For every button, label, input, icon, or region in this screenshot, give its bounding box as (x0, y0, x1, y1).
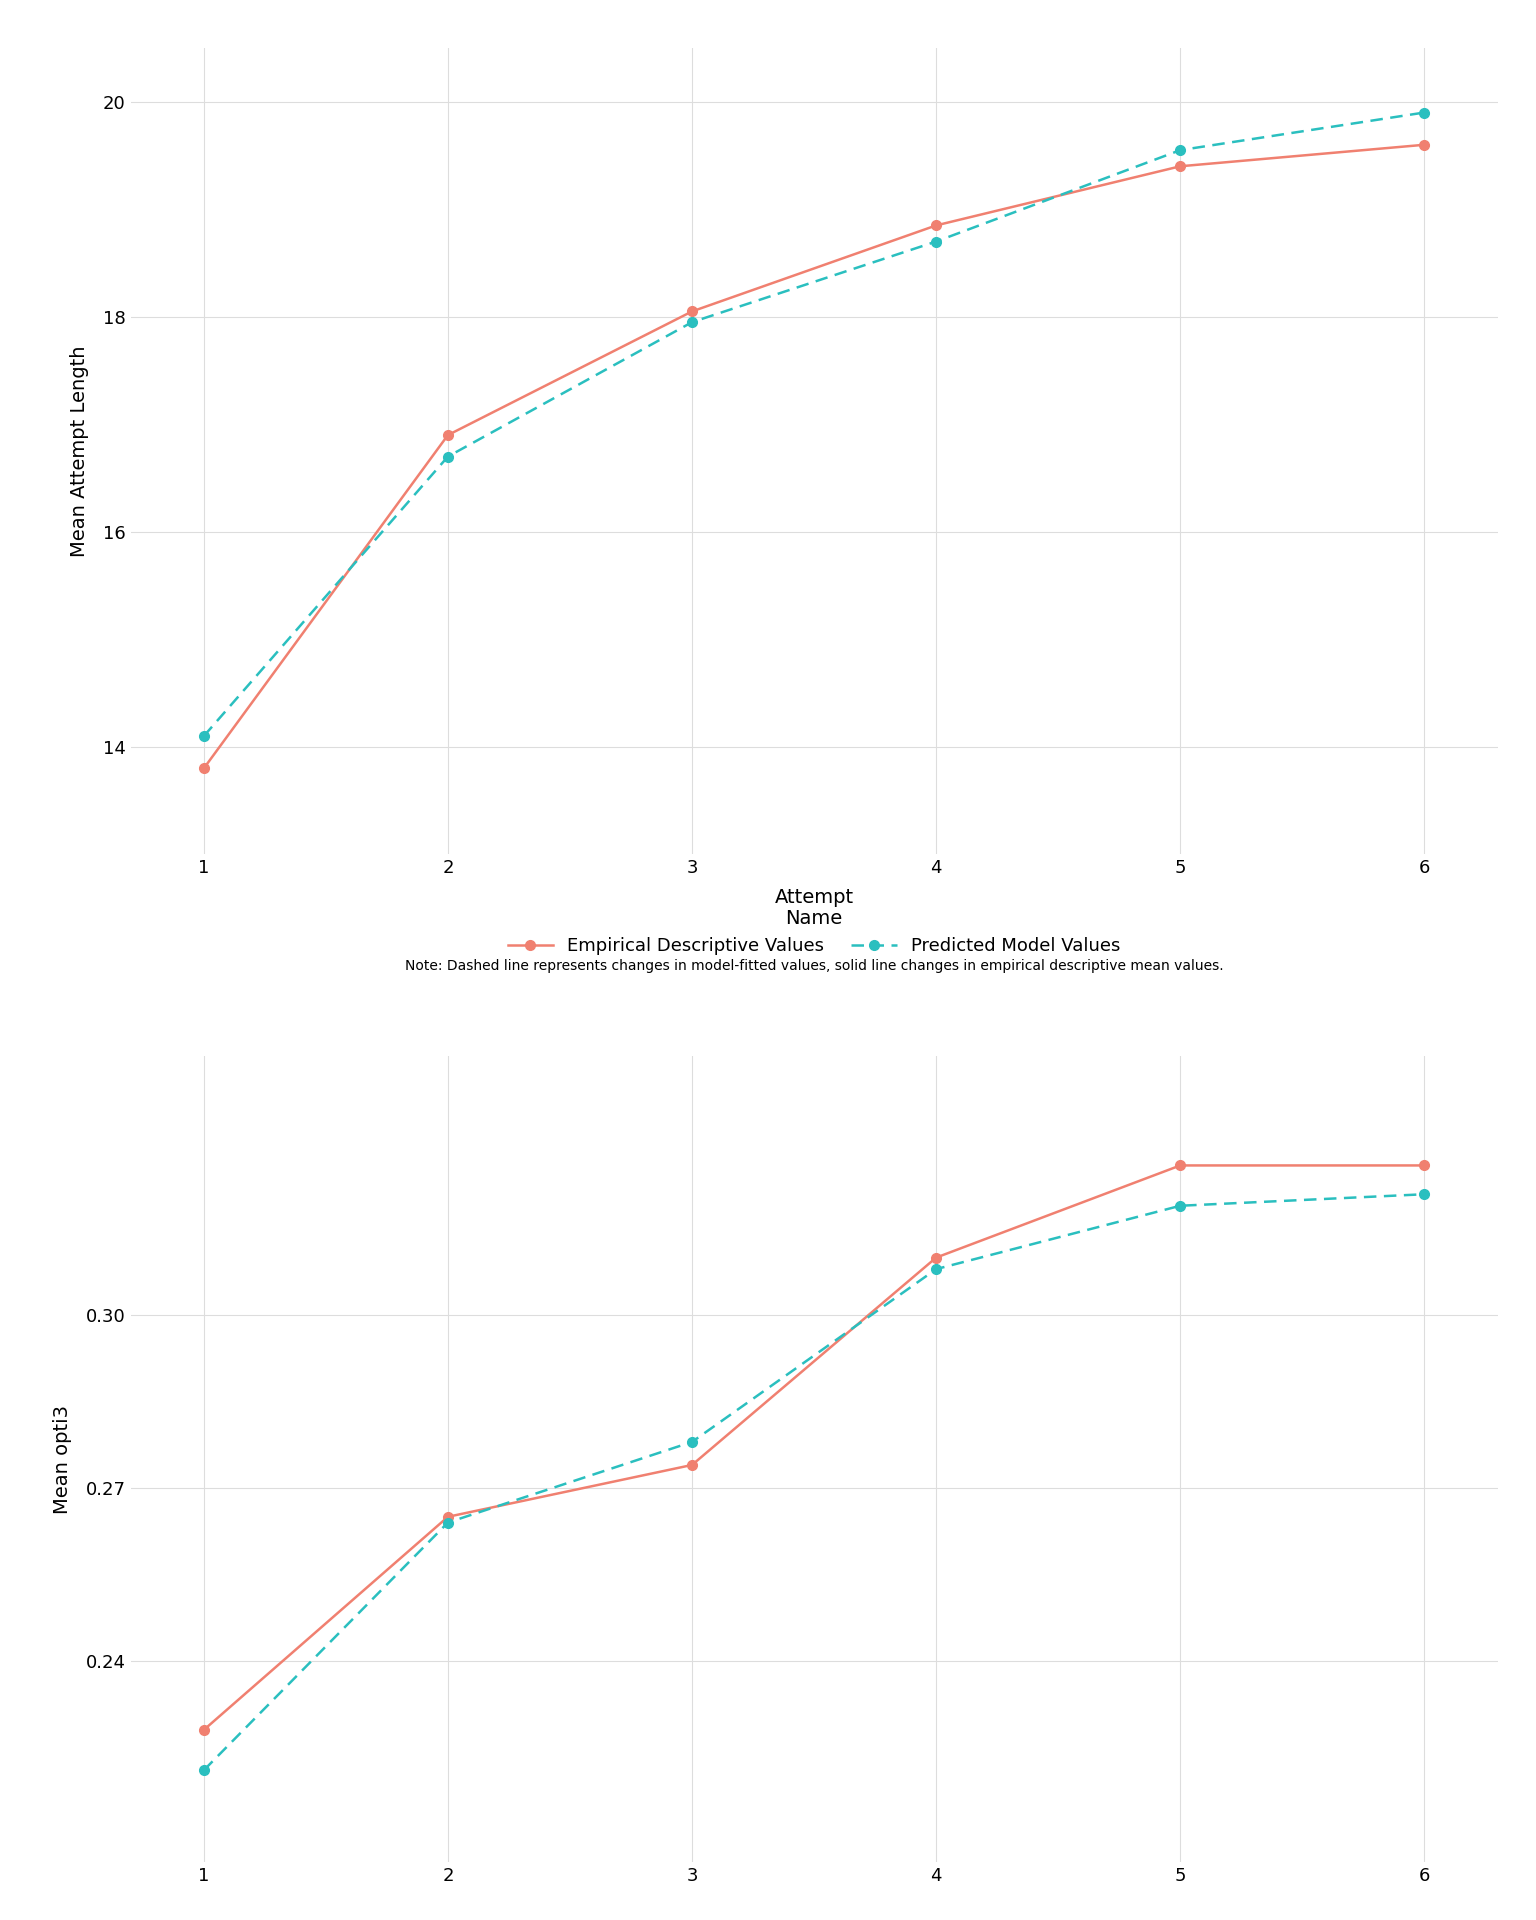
X-axis label: Attempt: Attempt (774, 889, 854, 908)
Text: Note: Dashed line represents changes in model-fitted values, solid line changes : Note: Dashed line represents changes in … (406, 960, 1223, 973)
Y-axis label: Mean opti3: Mean opti3 (52, 1405, 72, 1513)
Y-axis label: Mean Attempt Length: Mean Attempt Length (71, 346, 89, 557)
Legend: Empirical Descriptive Values, Predicted Model Values: Empirical Descriptive Values, Predicted … (501, 902, 1127, 962)
